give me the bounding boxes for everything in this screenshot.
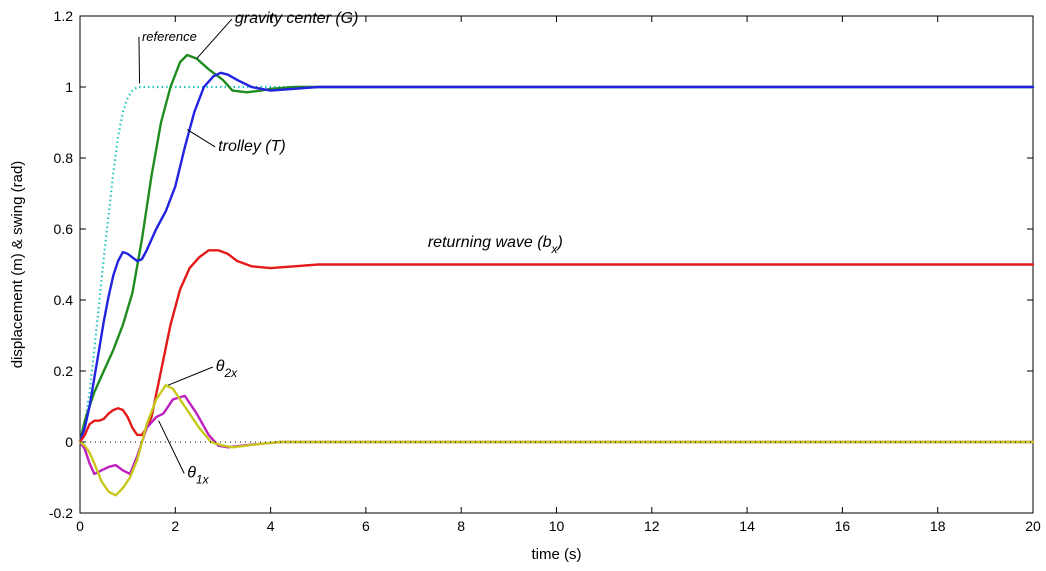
x-tick-label: 4	[267, 518, 275, 534]
y-tick-label: 1	[65, 79, 73, 95]
x-tick-label: 14	[739, 518, 755, 534]
x-tick-label: 6	[362, 518, 370, 534]
x-tick-label: 20	[1025, 518, 1041, 534]
y-tick-label: 0.2	[54, 363, 74, 379]
x-tick-label: 18	[930, 518, 946, 534]
x-axis-label: time (s)	[532, 546, 582, 563]
annotation-theta2: θ2x	[216, 358, 238, 380]
x-tick-label: 12	[644, 518, 660, 534]
annotation-leader-gravity	[196, 18, 233, 59]
annotation-theta1: θ1x	[187, 465, 209, 487]
y-tick-label: 1.2	[54, 8, 74, 24]
x-tick-label: 0	[76, 518, 84, 534]
x-tick-label: 16	[835, 518, 851, 534]
tick-layer: 0 2 4 6 8 10 12 14 16 18 20-0.200.20.40.60.811.2	[49, 8, 1041, 534]
annotation-leader-reference	[138, 36, 141, 84]
annotation-reference: reference	[142, 29, 197, 44]
series-line-trolley-t-	[78, 71, 1035, 444]
annotation-gravity: gravity center (G)	[235, 10, 359, 27]
annotation-leader-theta1	[158, 420, 185, 474]
y-axis-label: displacement (m) & swing (rad)	[9, 161, 26, 369]
series-layer	[78, 53, 1035, 497]
y-tick-label: 0.8	[54, 150, 74, 166]
series-line-returning-wave-bx-	[78, 249, 1035, 444]
y-tick-label: -0.2	[49, 505, 73, 521]
annotation-returning: returning wave (bx)	[428, 234, 563, 256]
series-line-reference	[78, 85, 1033, 443]
x-tick-label: 8	[457, 518, 465, 534]
annotation-layer: reference gravity center (G) trolley (T) re…	[138, 10, 563, 487]
series-line-gravity-center-g-	[78, 53, 1035, 444]
annotation-leader-trolley	[186, 129, 216, 148]
y-tick-label: 0.4	[54, 292, 74, 308]
x-tick-label: 10	[549, 518, 565, 534]
x-tick-label: 2	[171, 518, 179, 534]
annotation-leader-theta2	[167, 366, 213, 386]
y-tick-label: 0.6	[54, 221, 74, 237]
y-tick-label: 0	[65, 434, 73, 450]
annotation-trolley: trolley (T)	[218, 138, 286, 155]
